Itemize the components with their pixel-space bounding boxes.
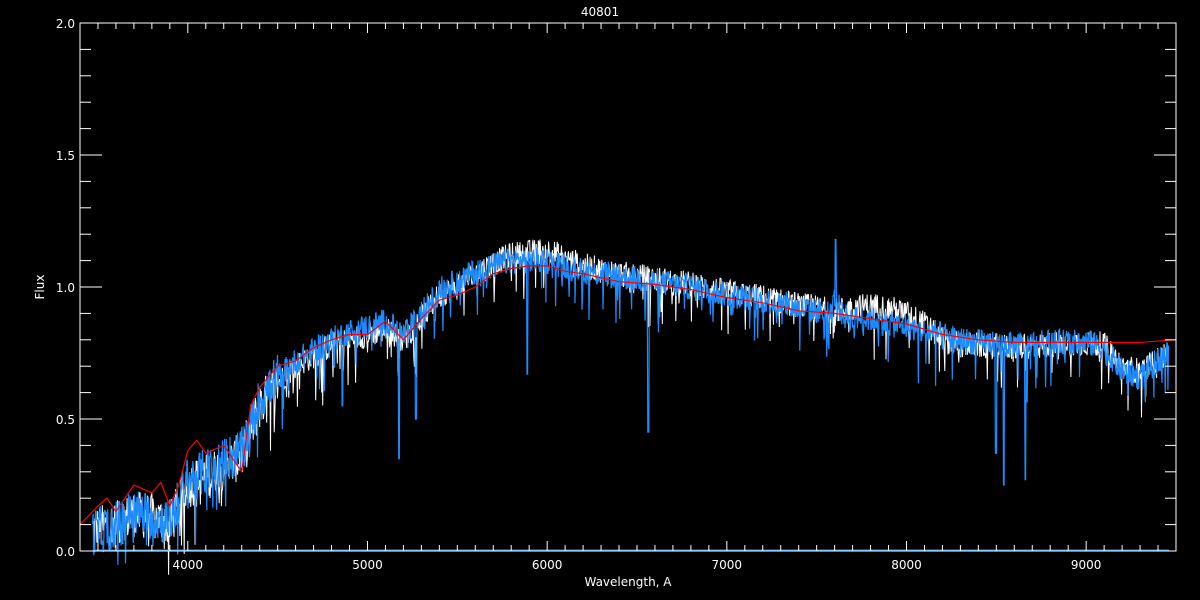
series-line-observed xyxy=(92,238,1170,565)
series-line-model xyxy=(79,265,1177,526)
x-tick-label: 9000 xyxy=(1071,558,1102,572)
x-tick-label: 6000 xyxy=(532,558,563,572)
y-tick-label: 2.0 xyxy=(56,17,75,31)
x-axis-label: Wavelength, A xyxy=(584,575,672,589)
x-tick-label: 5000 xyxy=(352,558,383,572)
y-tick-label: 1.5 xyxy=(56,149,75,163)
x-tick-label: 8000 xyxy=(891,558,922,572)
x-tick-label: 7000 xyxy=(712,558,743,572)
series-group xyxy=(79,238,1177,575)
axes: 4000 5000 6000 7000 8000 9000 0.0 0.5 1.0 1.5 2.0 xyxy=(56,17,1177,572)
y-tick-label: 0.5 xyxy=(56,413,75,427)
y-tick-label: 1.0 xyxy=(56,281,75,295)
y-axis-label: Flux xyxy=(33,275,47,300)
y-tick-label: 0.0 xyxy=(56,545,75,559)
chart-title: 40801 xyxy=(581,5,619,19)
x-tick-label: 4000 xyxy=(173,558,204,572)
